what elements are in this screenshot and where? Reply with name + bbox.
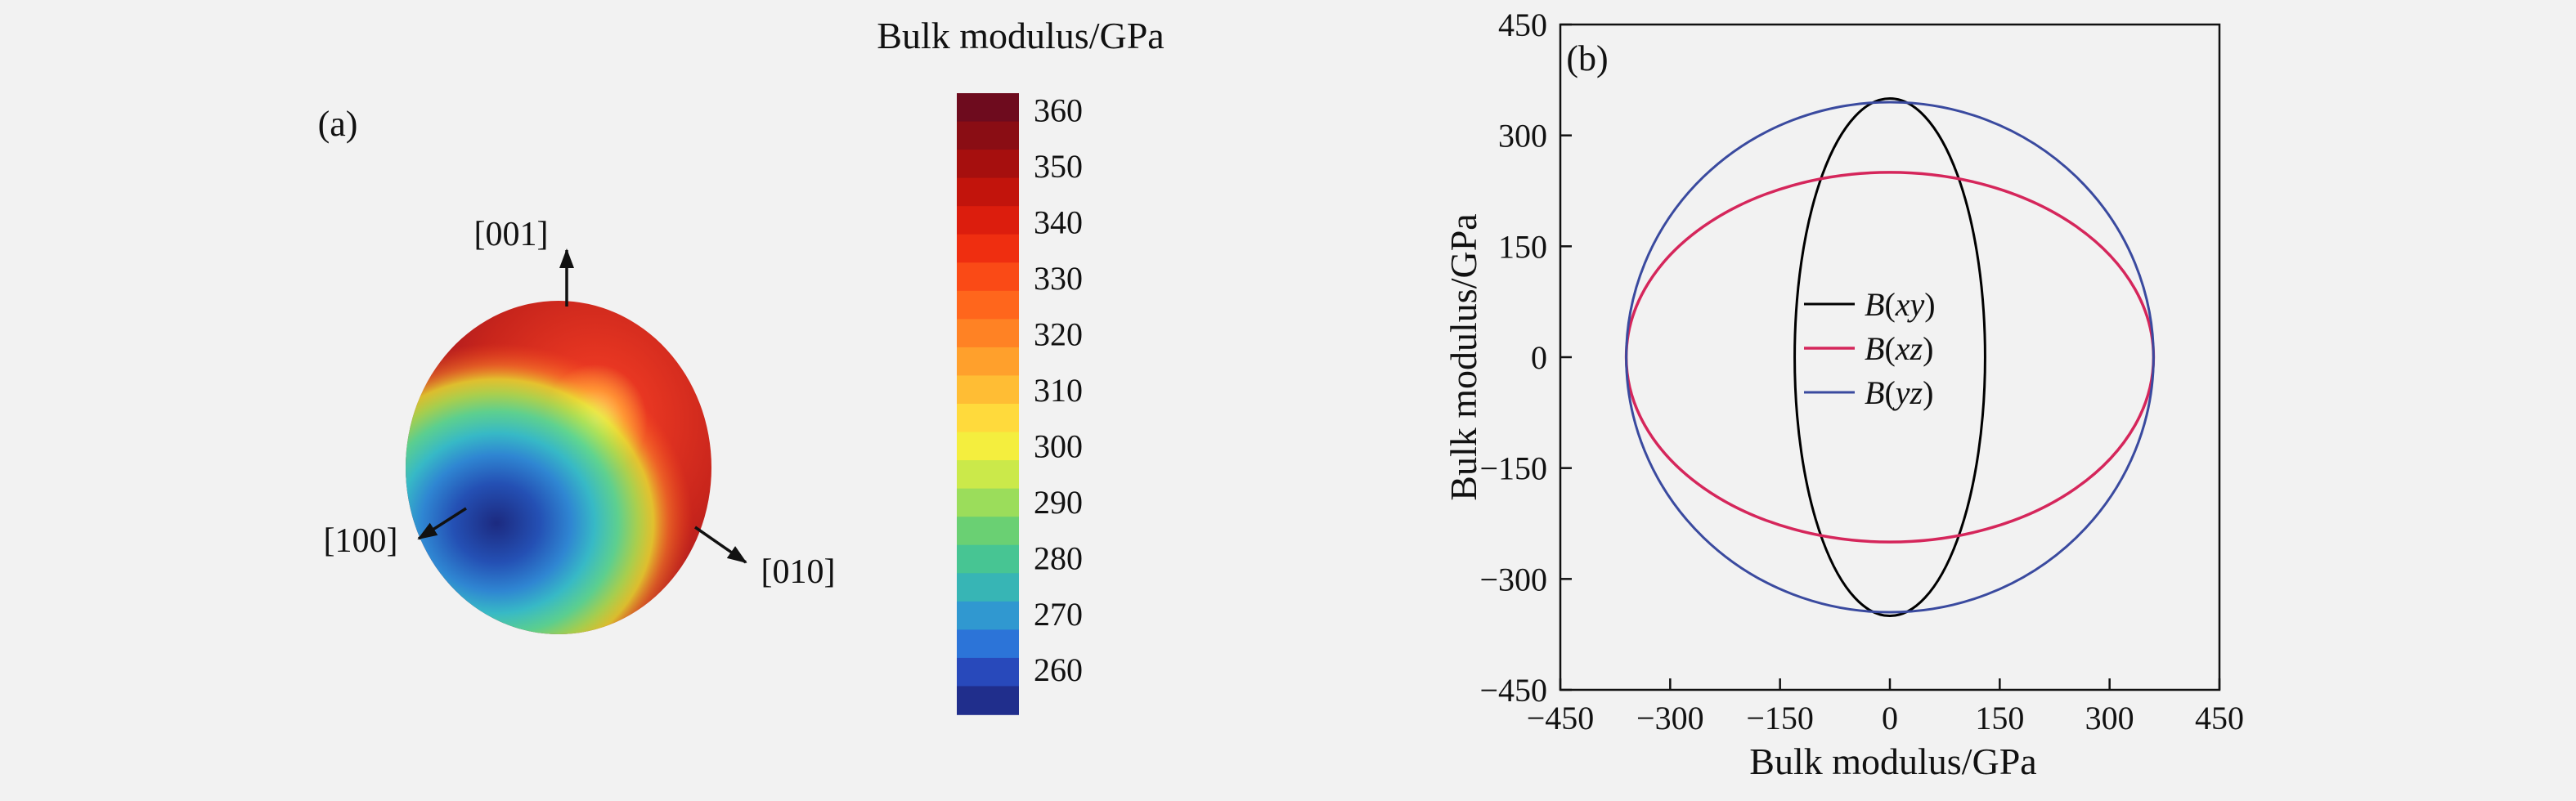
colorbar-band	[957, 460, 1019, 490]
colorbar-band	[957, 234, 1019, 264]
x-tick-label: 300	[2085, 700, 2134, 736]
y-tick-label: 450	[1498, 7, 1547, 43]
colorbar-band	[957, 375, 1019, 405]
panel-a-surface	[406, 248, 747, 634]
y-tick-label: −300	[1479, 561, 1547, 597]
y-axis-title: Bulk modulus/GPa	[1443, 213, 1484, 501]
x-tick-label: 0	[1882, 700, 1898, 736]
colorbar: 360 350 340 330 320 310 300 290 280 270 260	[957, 92, 1083, 715]
direction-label-001: [001]	[473, 216, 549, 253]
colorbar-band	[957, 404, 1019, 433]
colorbar-tick-label: 330	[1034, 260, 1083, 297]
series-curve-B(xy)	[1793, 96, 1986, 618]
colorbar-tick-label: 320	[1034, 315, 1083, 352]
colorbar-tick-label: 300	[1034, 427, 1083, 464]
colorbar-title: Bulk modulus/GPa	[877, 15, 1165, 56]
x-tick-label: −300	[1636, 700, 1704, 736]
series-curve-B(yz)	[1625, 101, 2155, 614]
colorbar-band	[957, 121, 1019, 150]
legend-label-B(yz): B(yz)	[1865, 374, 1933, 411]
y-tick-label: −450	[1479, 672, 1547, 709]
direction-label-010: [010]	[761, 553, 836, 591]
x-axis-title: Bulk modulus/GPa	[1749, 741, 2037, 782]
surface-minimum-lobe-clip	[406, 343, 693, 634]
axis-arrow-100	[417, 507, 467, 540]
x-tick-label: 450	[2195, 700, 2244, 736]
y-tick-label: 300	[1498, 118, 1547, 154]
colorbar-tick-label: 290	[1034, 484, 1083, 521]
colorbar-band	[957, 629, 1019, 659]
panel-b-plot: −450 −300 −150 0 150 300 450 −450 −300 −150 0 150 30…	[1479, 7, 2244, 736]
colorbar-tick-label: 260	[1034, 651, 1083, 688]
colorbar-tick-label: 280	[1034, 539, 1083, 576]
legend-label-B(xy): B(xy)	[1865, 286, 1936, 323]
colorbar-band	[957, 517, 1019, 546]
colorbar-tick-label: 340	[1034, 204, 1083, 240]
colorbar-tick-label: 360	[1034, 92, 1083, 129]
x-tick-label: 150	[1975, 700, 2024, 736]
colorbar-band	[957, 347, 1019, 377]
y-tick-label: 150	[1498, 228, 1547, 265]
colorbar-tick-label: 270	[1034, 596, 1083, 633]
x-tick-label: −450	[1527, 700, 1595, 736]
colorbar-band	[957, 206, 1019, 235]
colorbar-band	[957, 544, 1019, 575]
colorbar-band	[957, 657, 1019, 687]
panel-b-label: (b)	[1566, 38, 1609, 78]
colorbar-band	[957, 432, 1019, 461]
colorbar-tick-label: 310	[1034, 372, 1083, 409]
colorbar-band	[957, 573, 1019, 602]
colorbar-tick-label: 350	[1034, 148, 1083, 185]
bulk-modulus-surface-minimum-lobe	[406, 343, 693, 634]
colorbar-band	[957, 601, 1019, 631]
y-tick-label: −150	[1479, 450, 1547, 487]
direction-label-100: [100]	[323, 522, 398, 560]
y-tick-label: 0	[1531, 339, 1547, 376]
colorbar-band	[957, 150, 1019, 179]
colorbar-band	[957, 290, 1019, 320]
colorbar-band	[957, 93, 1019, 123]
colorbar-band	[957, 319, 1019, 348]
colorbar-band	[957, 262, 1019, 292]
axis-arrow-010	[694, 526, 747, 564]
panel-a-label: (a)	[317, 104, 358, 144]
colorbar-band	[957, 488, 1019, 517]
colorbar-band	[957, 686, 1019, 715]
x-tick-label: −150	[1746, 700, 1814, 736]
legend-label-B(xz): B(xz)	[1865, 330, 1933, 367]
colorbar-band	[957, 177, 1019, 207]
